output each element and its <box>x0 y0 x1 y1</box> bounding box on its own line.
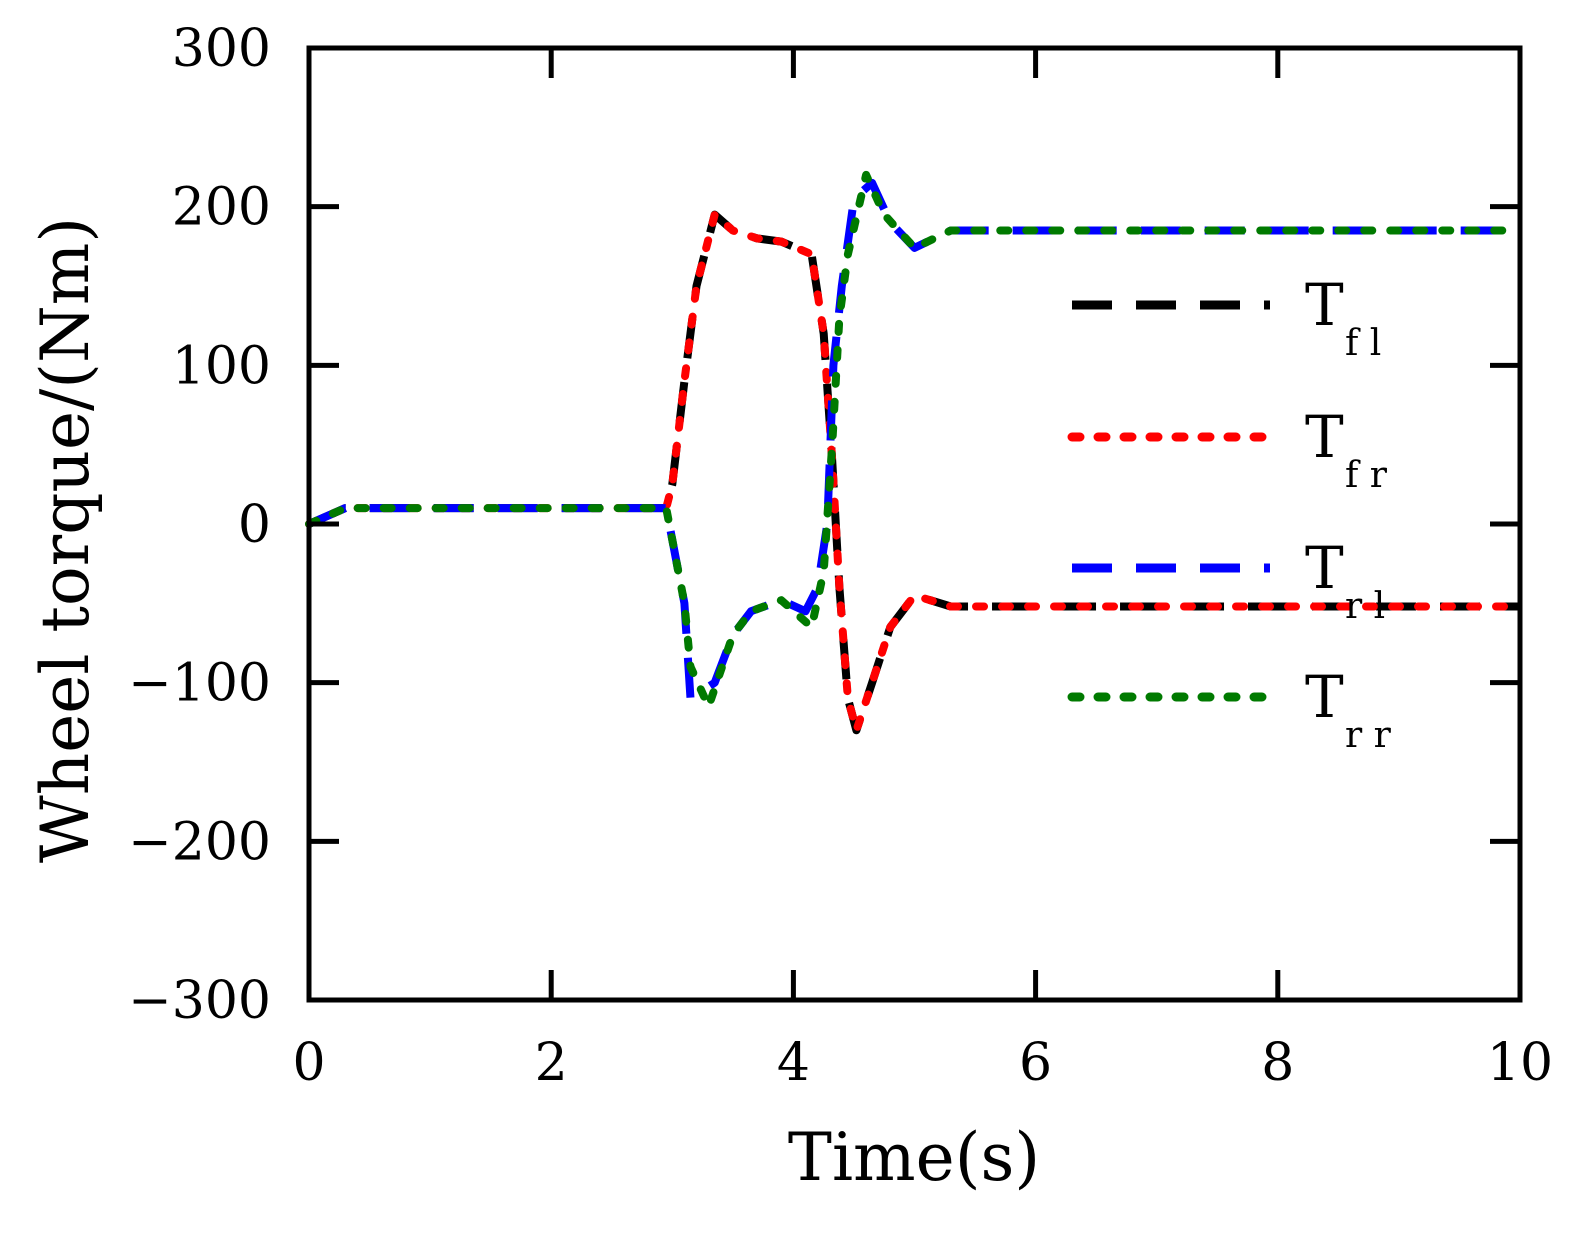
series-line-rr <box>305 170 1524 711</box>
x-tick-label: 4 <box>777 1033 810 1093</box>
ticks-layer <box>309 48 1520 1000</box>
legend: Tf lTf rTr lTr r <box>1067 271 1392 756</box>
y-tick-label: 300 <box>172 19 271 79</box>
y-tick-label: 100 <box>172 336 271 396</box>
series-layer <box>305 170 1524 735</box>
y-tick-label: −100 <box>128 654 271 714</box>
legend-label: T <box>1305 271 1344 339</box>
tick-labels-layer: 0 2 4 6 8 10 −300 −200 −100 0 100 200 300 <box>128 19 1553 1093</box>
legend-label: T <box>1305 663 1344 731</box>
x-tick-label: 0 <box>292 1033 325 1093</box>
x-tick-label: 2 <box>535 1033 568 1093</box>
series-line-rl <box>307 178 1520 703</box>
y-tick-label: 0 <box>238 495 271 555</box>
legend-label: T <box>1305 403 1344 471</box>
legend-label: T <box>1305 534 1344 602</box>
y-tick-label: −300 <box>128 971 271 1031</box>
x-tick-label: 8 <box>1261 1033 1294 1093</box>
legend-label-subscript: f l <box>1345 323 1381 364</box>
y-tick-label: 200 <box>172 178 271 238</box>
legend-label-subscript: r l <box>1345 586 1385 627</box>
y-tick-label: −200 <box>128 812 271 872</box>
legend-label-subscript: r r <box>1345 715 1392 756</box>
x-tick-label: 10 <box>1487 1033 1553 1093</box>
x-axis-title: Time(s) <box>788 1119 1040 1196</box>
x-tick-label: 6 <box>1019 1033 1052 1093</box>
y-axis-title: Wheel torque/(Nm) <box>27 217 104 863</box>
legend-label-subscript: f r <box>1345 455 1388 496</box>
plot-frame <box>306 45 1523 1003</box>
